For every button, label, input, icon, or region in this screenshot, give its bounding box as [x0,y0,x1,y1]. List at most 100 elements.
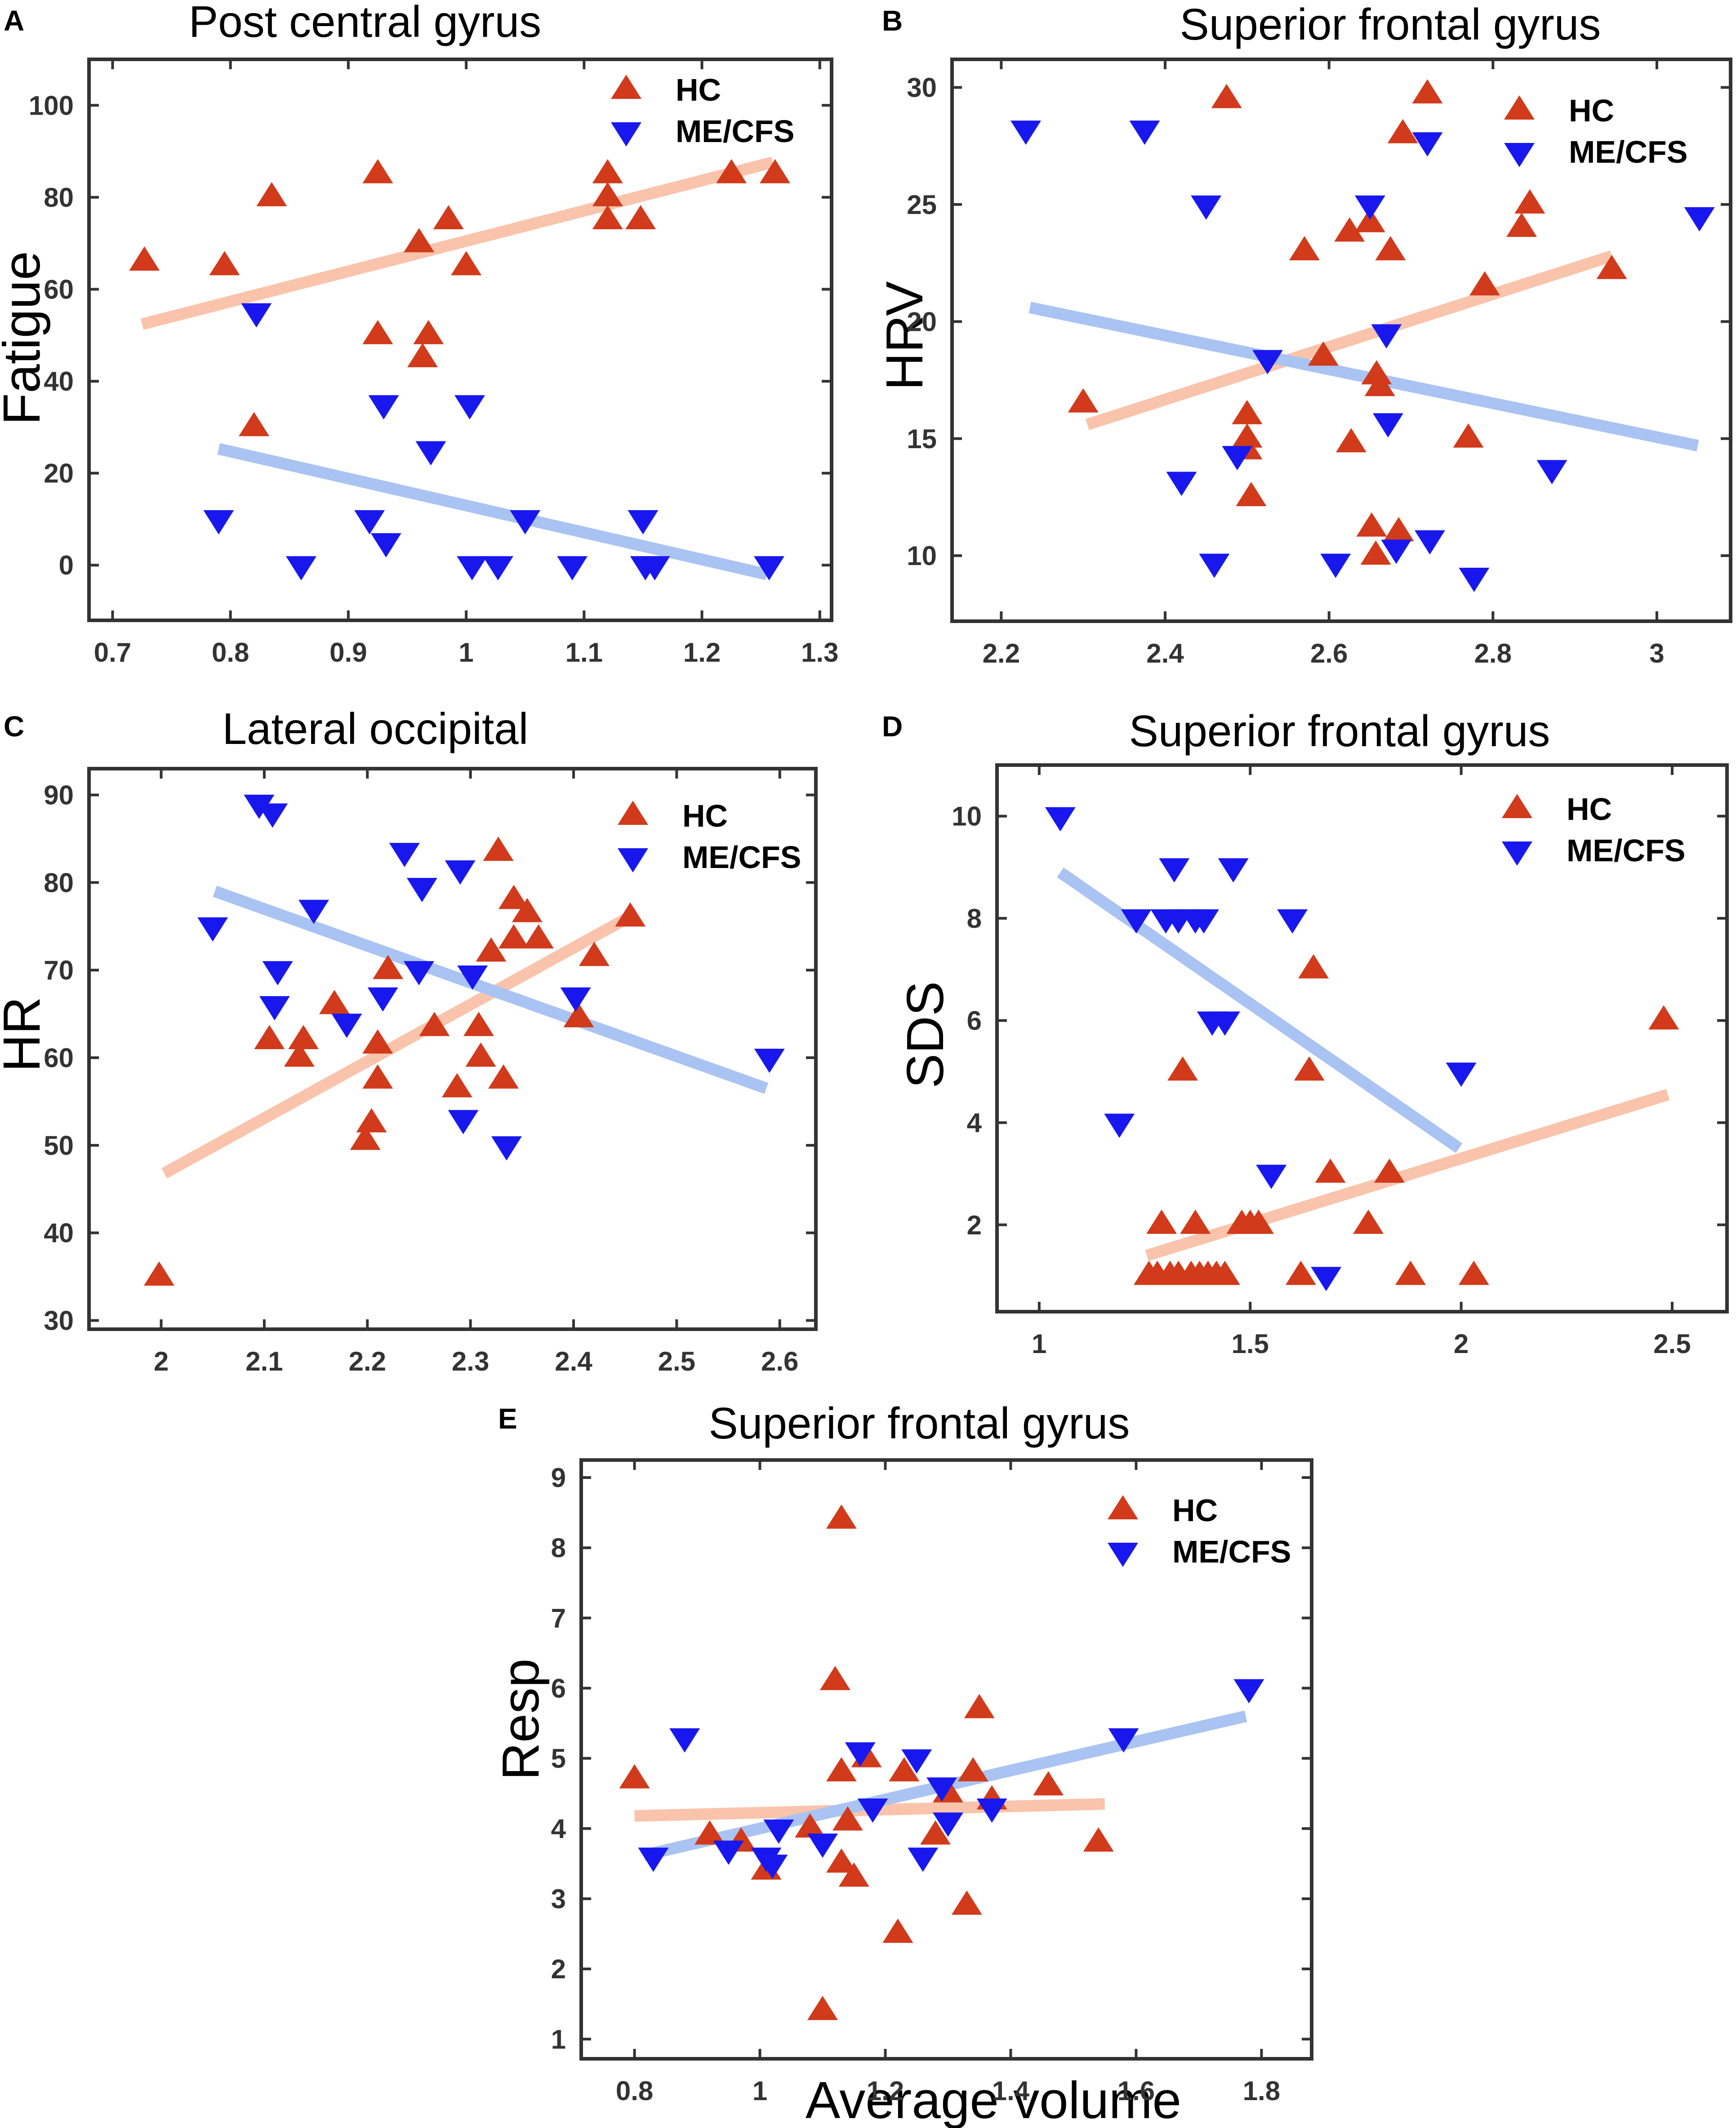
y-tick-label-c: 80 [44,868,74,898]
legend-label-me-b: ME/CFS [1569,134,1687,169]
legend-marker-hc-c [618,801,648,825]
y-tick-label-e: 1 [551,2024,566,2054]
data-point-me-e [757,1854,788,1879]
data-point-hc-c [579,941,610,966]
legend-label-hc-a: HC [676,72,721,107]
x-tick-label-b: 2.4 [1146,638,1184,668]
data-point-hc-b [1289,236,1320,261]
panel-a: A Post central gyrus Fatigue 0.7 0.8 0.9 1 1… [0,0,838,668]
data-point-hc-a [404,228,435,253]
data-point-hc-a [592,182,623,206]
legend-label-me-c: ME/CFS [682,840,801,875]
data-point-me-e [901,1749,932,1774]
data-point-hc-c [483,837,514,861]
data-point-me-a [639,556,670,581]
data-point-hc-c [498,885,529,909]
data-point-hc-c [476,937,507,962]
x-tick-label-b: 3 [1649,638,1664,668]
y-axis-label-e: Resp [491,1659,550,1781]
data-point-me-a [754,556,785,581]
data-point-me-b [1252,350,1283,374]
x-tick-label-a: 0.8 [212,637,249,668]
y-axis-label-d: SDS [896,981,954,1089]
legend-label-hc-d: HC [1567,792,1612,827]
data-point-hc-a [407,343,438,367]
data-point-me-e [857,1798,888,1823]
data-point-me-e [669,1728,700,1753]
legend-marker-me-b [1504,142,1535,167]
data-point-hc-d [1209,1260,1240,1285]
data-point-me-a [454,395,485,420]
panel-letter-a: A [4,4,24,37]
data-point-me-c [257,803,288,828]
y-tick-label-b: 20 [907,307,937,337]
data-point-hc-a [239,412,270,436]
data-point-me-a [354,510,385,534]
plot-area-d: 1 1.5 2 2.5 2 4 6 8 10 HC ME/CFS [952,763,1729,1359]
x-tick-label-c: 2 [154,1346,169,1376]
data-point-me-b [1199,553,1230,578]
data-point-hc-c [465,1042,496,1067]
data-point-hc-b [1361,360,1392,385]
data-point-me-b [1412,132,1443,157]
y-tick-label-d: 10 [952,801,982,832]
x-tick-label-c: 2.2 [349,1346,386,1376]
legend-label-hc-c: HC [682,798,728,833]
data-point-hc-b [1387,119,1418,143]
y-tick-label-c: 90 [44,780,74,810]
data-point-hc-e [1083,1827,1114,1852]
data-point-hc-b [1506,213,1537,237]
data-point-hc-d [1180,1209,1211,1234]
data-point-hc-e [838,1862,869,1887]
x-tick-label-d: 2.5 [1653,1329,1691,1359]
data-point-me-c [389,843,420,868]
data-point-hc-d [1315,1158,1346,1183]
data-point-hc-c [373,955,404,979]
data-point-hc-e [826,1504,857,1529]
data-point-hc-c [498,924,529,948]
panel-letter-c: C [4,710,24,743]
data-point-hc-e [882,1919,913,1943]
data-point-hc-c [254,1025,285,1050]
data-point-hc-d [1648,1005,1679,1030]
data-point-hc-c [563,1003,594,1028]
axes-box-a [87,58,833,622]
data-point-me-e [807,1834,838,1858]
data-point-me-c [259,996,290,1020]
data-point-me-c [445,860,476,885]
panel-c: C Lateral occipital HR 2 2.1 2.2 2.3 2.4 2.5 2… [0,704,818,1376]
legend-marker-hc-d [1502,794,1532,819]
data-point-hc-c [441,1073,472,1098]
data-point-hc-e [957,1757,988,1781]
data-point-me-c [457,965,488,990]
data-point-me-d [1121,909,1152,934]
x-tick-label-d: 2 [1454,1329,1469,1359]
data-point-me-c [331,1014,362,1038]
data-point-hc-c [362,1064,393,1089]
data-point-hc-a [209,251,240,276]
fit-line-hc-b [1085,250,1614,430]
data-point-hc-b [1354,208,1385,232]
data-point-me-b [1222,446,1253,471]
legend-marker-hc-b [1504,95,1535,120]
legend-marker-me-a [611,122,641,147]
data-point-hc-e [889,1757,920,1781]
data-point-me-a [457,556,488,581]
data-point-hc-d [1285,1260,1316,1285]
data-point-hc-e [807,1995,838,2020]
data-point-hc-d [1395,1260,1426,1285]
x-axis-label-e: Average volume [806,2071,1181,2128]
data-point-me-c [754,1048,785,1073]
y-tick-label-a: 0 [59,550,74,580]
x-tick-label-a: 0.7 [94,637,131,668]
data-point-hc-b [1469,271,1500,296]
data-point-me-e [763,1819,794,1844]
data-point-hc-c [143,1261,174,1286]
data-point-me-b [1191,195,1222,220]
panel-title-e: Superior frontal gyrus [709,1398,1130,1448]
y-tick-label-b: 10 [907,541,937,571]
data-point-hc-b [1360,540,1391,565]
data-point-hc-a [413,320,444,344]
y-tick-label-c: 70 [44,955,74,985]
data-point-me-d [1446,1062,1477,1087]
